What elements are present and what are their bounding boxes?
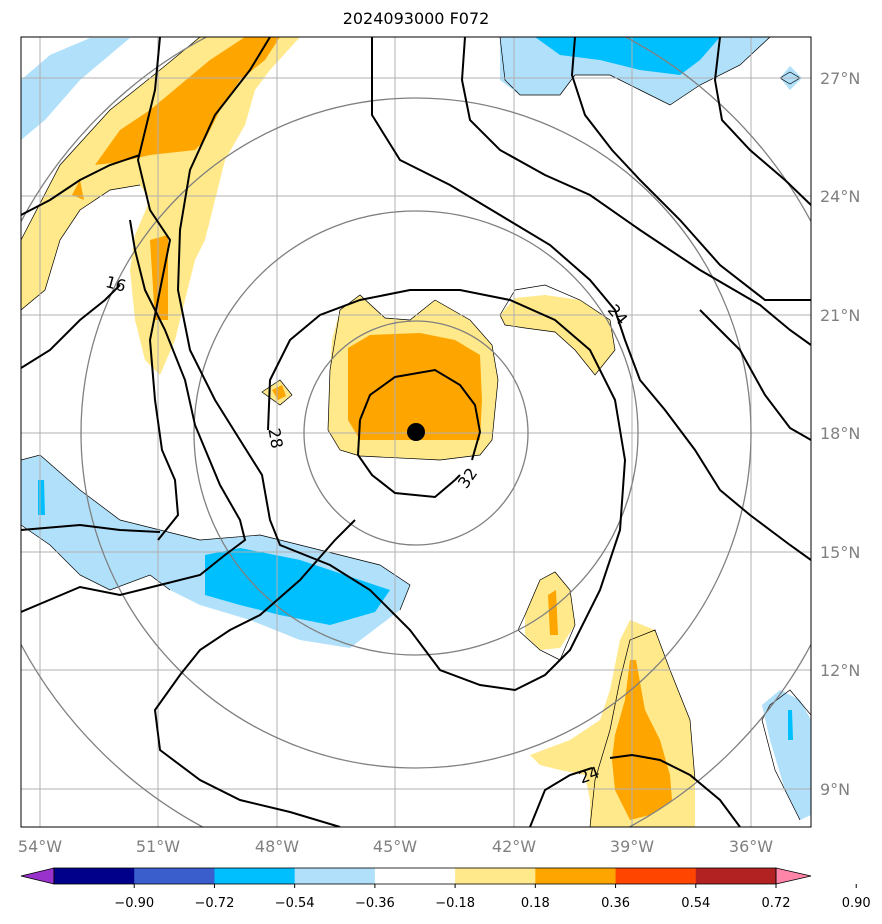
lat-label: 27°N xyxy=(820,69,860,88)
storm-center-marker xyxy=(407,423,425,441)
colorbar-segment xyxy=(455,868,536,884)
lat-label: 18°N xyxy=(820,424,860,443)
lon-label: 39°W xyxy=(610,837,654,856)
range-rings xyxy=(21,37,811,827)
plot-title: 2024093000 F072 xyxy=(342,9,490,28)
lat-label: 21°N xyxy=(820,306,860,325)
colorbar-tick-label: 0.72 xyxy=(762,896,791,911)
lon-label: 51°W xyxy=(136,837,180,856)
colorbar-segment xyxy=(134,868,215,884)
positive-shading xyxy=(21,37,695,827)
colorbar-segment xyxy=(214,868,296,884)
map-frame xyxy=(20,36,812,828)
colorbar-frame xyxy=(53,867,777,885)
colorbar-tick-label: −0.90 xyxy=(114,896,154,911)
lat-label: 15°N xyxy=(820,543,860,562)
colorbar-tick-label: 0.36 xyxy=(601,896,630,911)
colorbar-tick-label: 0.54 xyxy=(681,896,710,911)
colorbar-extend-low xyxy=(20,867,55,885)
lat-label: 12°N xyxy=(820,661,860,680)
colorbar-segment xyxy=(615,868,697,884)
contour-label-16: 16 xyxy=(104,272,129,296)
colorbar-segment xyxy=(54,868,135,884)
latitude-labels: 27°N 24°N 21°N 18°N 15°N 12°N 9°N xyxy=(820,69,860,799)
contours xyxy=(21,37,811,827)
colorbar-tick-label: −0.18 xyxy=(435,896,475,911)
colorbar-tick-label: −0.36 xyxy=(355,896,395,911)
colorbar-tick-label: −0.72 xyxy=(195,896,235,911)
lat-label: 24°N xyxy=(820,187,860,206)
colorbar: −0.90 −0.72 −0.54 −0.36 −0.18 0.18 0.36 0.54 0.7… xyxy=(20,867,871,911)
colorbar-segment xyxy=(535,868,617,884)
colorbar-tick-label: 0.18 xyxy=(521,896,550,911)
contour-label-28: 28 xyxy=(264,427,286,450)
map-area xyxy=(21,37,811,827)
colorbar-segment xyxy=(294,868,376,884)
lon-label: 45°W xyxy=(373,837,417,856)
lon-label: 54°W xyxy=(18,837,62,856)
lon-label: 36°W xyxy=(729,837,773,856)
lon-label: 42°W xyxy=(492,837,536,856)
colorbar-extend-high xyxy=(775,867,812,885)
colorbar-tick-label: −0.54 xyxy=(275,896,315,911)
colorbar-segment xyxy=(695,868,777,884)
graticule xyxy=(21,37,811,827)
contour-label-32: 32 xyxy=(454,464,481,492)
lat-label: 9°N xyxy=(820,780,850,799)
lon-label: 48°W xyxy=(255,837,299,856)
colorbar-tick-label: 0.90 xyxy=(842,896,871,911)
longitude-labels: 54°W 51°W 48°W 45°W 42°W 39°W 36°W xyxy=(18,837,773,856)
colorbar-segment xyxy=(374,868,456,884)
